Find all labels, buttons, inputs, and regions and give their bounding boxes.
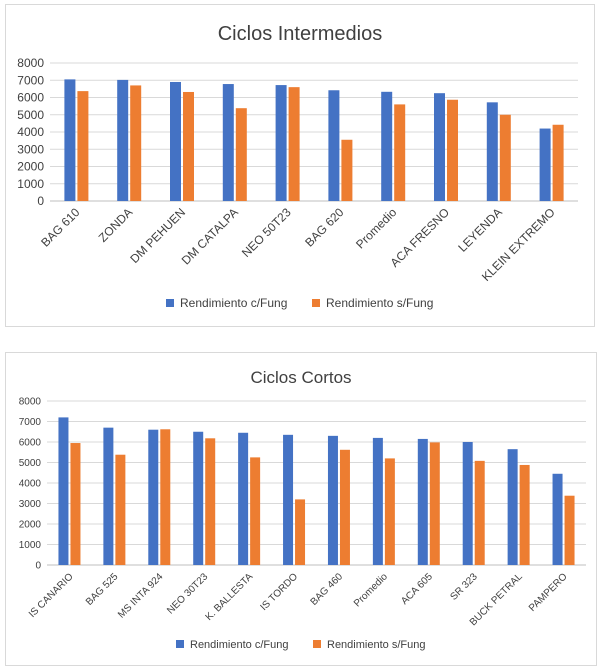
y-tick-label: 8000 [17,56,44,70]
bar-with-fungicide [275,85,287,201]
y-tick-label: 2000 [19,520,42,531]
x-category-label: SR 323 [448,571,480,603]
legend-label: Rendimiento c/Fung [190,639,288,651]
y-tick-label: 0 [37,194,44,208]
legend-label: Rendimiento c/Fung [180,296,287,310]
chart-svg-cortos: Ciclos Cortos 0 1000 2000 3000 4000 5000 6000 7… [19,368,586,651]
y-tick-label: 4000 [19,479,42,490]
bar-without-fungicide [339,449,350,565]
legend-swatch-without-fungicide [313,640,321,648]
bar-without-fungicide [130,85,142,201]
x-category-label: Promedio [352,571,390,609]
y-tick-label: 4000 [17,125,44,139]
x-category-label: LEYENDA [455,205,505,255]
bar-without-fungicide [295,499,306,565]
bar-with-fungicide [64,79,76,201]
x-category-label: NEO 30T23 [165,571,210,616]
bar-without-fungicide [250,457,261,565]
x-category-label: IS TORDO [258,571,300,613]
bar-with-fungicide [486,102,498,201]
bar-without-fungicide [552,124,564,201]
legend-swatch-with-fungicide [176,640,184,648]
bar-with-fungicide [507,449,518,565]
bar-without-fungicide [77,91,89,201]
legend-label: Rendimiento s/Fung [327,639,425,651]
chart-title: Ciclos Intermedios [218,23,383,45]
bar-without-fungicide [70,443,81,565]
bar-without-fungicide [564,495,575,565]
bar-with-fungicide [381,91,393,201]
legend-swatch-without-fungicide [312,299,320,307]
bar-without-fungicide [499,114,511,201]
bar-without-fungicide [474,460,485,565]
bar-with-fungicide [103,427,114,565]
chart-ciclos-cortos: Ciclos Cortos 0 1000 2000 3000 4000 5000 6000 7… [5,352,597,666]
legend-label: Rendimiento s/Fung [326,296,433,310]
bar-with-fungicide [117,79,129,201]
y-tick-label: 1000 [17,177,44,191]
bar-without-fungicide [183,91,194,201]
bar-with-fungicide [552,473,563,565]
bar-with-fungicide [539,128,551,201]
bar-with-fungicide [222,84,234,201]
bar-without-fungicide [235,108,247,201]
legend-swatch-with-fungicide [166,299,174,307]
bar-without-fungicide [394,104,406,201]
chart-svg-intermedios: Ciclos Intermedios 0 1000 2000 3000 4000 5000… [17,23,578,310]
bar-with-fungicide [193,431,204,565]
x-category-label: MS INTA 924 [116,571,166,621]
x-category-label: ZONDA [96,205,136,245]
y-tick-label: 6000 [19,438,42,449]
x-category-label: ACA 605 [399,571,435,607]
bar-with-fungicide [417,438,428,565]
y-tick-label: 3000 [17,142,44,156]
x-category-label: IS CANARIO [27,571,76,620]
bar-with-fungicide [372,437,383,565]
x-category-label: BAG 460 [309,571,346,608]
bar-without-fungicide [384,458,395,565]
y-tick-label: 0 [35,561,41,572]
x-category-label: BAG 620 [302,205,347,250]
x-category-label: PAMPERO [527,571,570,614]
bar-with-fungicide [238,432,249,565]
y-tick-label: 1000 [19,540,42,551]
bar-without-fungicide [341,139,353,201]
y-tick-label: 7000 [17,73,44,87]
chart-title: Ciclos Cortos [250,368,351,387]
y-tick-label: 8000 [19,397,42,408]
x-category-label: K. BALLESTA [204,571,256,623]
y-tick-label: 3000 [19,499,42,510]
y-tick-label: 7000 [19,417,42,428]
bar-without-fungicide [205,438,216,565]
y-tick-label: 5000 [17,108,44,122]
bar-with-fungicide [170,81,181,201]
bar-without-fungicide [115,454,126,565]
bar-with-fungicide [283,434,294,565]
x-category-label: Promedio [353,205,399,251]
chart-ciclos-intermedios: Ciclos Intermedios 0 1000 2000 3000 4000 5000… [5,4,595,327]
x-category-label: BAG 525 [84,571,121,608]
x-category-label: DM CATALPA [179,205,241,267]
bar-with-fungicide [328,90,340,201]
y-tick-label: 6000 [17,91,44,105]
x-category-label: BAG 610 [38,205,83,250]
bar-with-fungicide [58,417,69,565]
bar-without-fungicide [429,442,440,565]
y-tick-label: 2000 [17,160,44,174]
bar-with-fungicide [148,429,159,565]
bar-with-fungicide [434,93,445,201]
bar-without-fungicide [519,464,530,565]
bar-without-fungicide [288,87,300,201]
bar-with-fungicide [462,442,473,565]
x-category-label: NEO 50T23 [239,205,294,260]
bar-without-fungicide [160,429,171,565]
bar-with-fungicide [327,435,338,565]
bar-without-fungicide [447,99,458,201]
y-tick-label: 5000 [19,458,42,469]
